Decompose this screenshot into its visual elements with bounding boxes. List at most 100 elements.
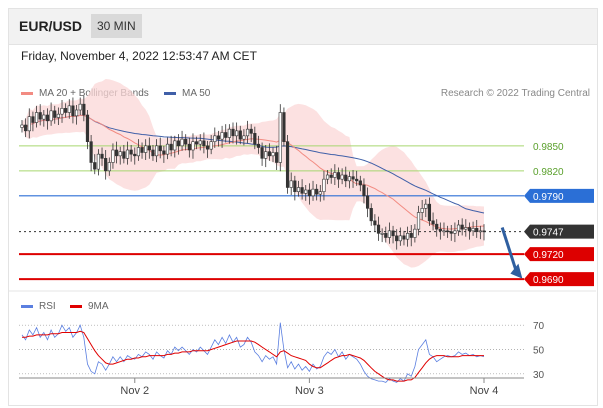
candle	[289, 172, 293, 195]
timeframe-button[interactable]: 30 MIN	[91, 14, 142, 38]
ma9-swatch	[70, 304, 82, 308]
candle	[304, 185, 308, 201]
candle-body	[311, 188, 315, 197]
x-tick-label: Nov 4	[470, 385, 499, 397]
candle	[380, 228, 384, 243]
candle-body	[253, 133, 257, 145]
candle	[20, 120, 24, 133]
legend-ma50-label: MA 50	[182, 88, 211, 99]
candle	[67, 99, 71, 119]
candle-body	[413, 228, 417, 238]
candle-body	[449, 231, 453, 234]
candle	[78, 97, 82, 115]
candle	[202, 132, 206, 154]
candle	[347, 171, 352, 189]
candle-body	[184, 138, 188, 145]
level-badge-4	[524, 247, 594, 262]
candle-body	[315, 188, 319, 195]
level-label-4: 0.9720	[533, 250, 564, 261]
candle	[125, 141, 130, 165]
ma50-swatch	[164, 91, 176, 95]
candle-body	[129, 149, 133, 155]
chart-datetime: Friday, November 4, 2022 12:53:47 AM CET	[21, 49, 257, 63]
candle-body	[238, 130, 242, 140]
candle-body	[93, 162, 97, 170]
candle-body	[122, 151, 126, 159]
candle	[173, 135, 177, 158]
candle	[144, 139, 148, 160]
candle-body	[173, 140, 177, 151]
candle	[45, 108, 50, 130]
x-tick-label: Nov 3	[295, 385, 324, 397]
candle	[256, 135, 261, 154]
level-label-2: 0.9790	[533, 192, 564, 203]
candle-body	[431, 220, 435, 225]
candle-body	[322, 178, 326, 192]
candle	[147, 137, 151, 159]
candle	[107, 157, 111, 176]
candle	[249, 124, 253, 143]
legend-rsi-label: RSI	[39, 301, 56, 312]
legend-9ma-label: 9MA	[88, 301, 109, 312]
candle	[231, 122, 235, 144]
bollinger-band	[22, 79, 484, 268]
candle	[409, 225, 413, 247]
candle-body	[34, 112, 39, 123]
candle	[471, 221, 475, 236]
candle-body	[460, 224, 464, 230]
candle-body	[111, 149, 115, 163]
level-badge-5	[524, 272, 594, 287]
level-label-0: 0.9850	[533, 142, 564, 153]
candle-body	[74, 109, 79, 117]
candle	[27, 108, 31, 139]
candle	[227, 124, 231, 144]
candle	[282, 107, 286, 147]
candle-body	[169, 143, 173, 151]
candle-body	[325, 174, 330, 180]
candle-body	[336, 172, 341, 180]
candle-body	[344, 174, 348, 182]
candle	[64, 103, 68, 118]
candle	[333, 164, 337, 185]
candle-body	[158, 145, 162, 152]
candle	[154, 139, 159, 163]
candle	[467, 222, 472, 240]
forecast-arrow-line	[500, 227, 518, 273]
candle	[453, 222, 457, 243]
level-label-3: 0.9747	[533, 228, 564, 239]
candle-body	[380, 233, 384, 235]
ma20-swatch	[21, 91, 33, 95]
candle	[56, 107, 60, 125]
candle	[293, 175, 297, 201]
candle	[235, 122, 239, 145]
candle	[478, 225, 482, 240]
candle	[209, 135, 213, 155]
candle-body	[318, 191, 322, 195]
candle	[162, 145, 166, 163]
candle	[49, 102, 53, 126]
candle-body	[424, 203, 428, 209]
candle	[213, 127, 217, 148]
candle-body	[304, 189, 308, 194]
candle	[387, 222, 392, 244]
rsi-line	[21, 322, 485, 383]
candle-body	[38, 112, 42, 120]
candle-body	[475, 228, 479, 232]
candle	[442, 222, 446, 236]
candle-body	[300, 187, 304, 194]
candle-body	[227, 128, 231, 138]
candle	[198, 134, 202, 151]
rsi-tick-30: 30	[533, 370, 545, 381]
candle	[285, 135, 290, 194]
candle-body	[100, 153, 104, 159]
candle	[318, 185, 322, 202]
candle	[31, 111, 35, 132]
candle-body	[282, 112, 286, 142]
candle	[176, 134, 181, 155]
candle	[406, 226, 410, 247]
candle-body	[205, 145, 210, 150]
candle-body	[416, 212, 421, 230]
rsi-9ma-line	[22, 330, 484, 382]
candle	[460, 218, 464, 236]
